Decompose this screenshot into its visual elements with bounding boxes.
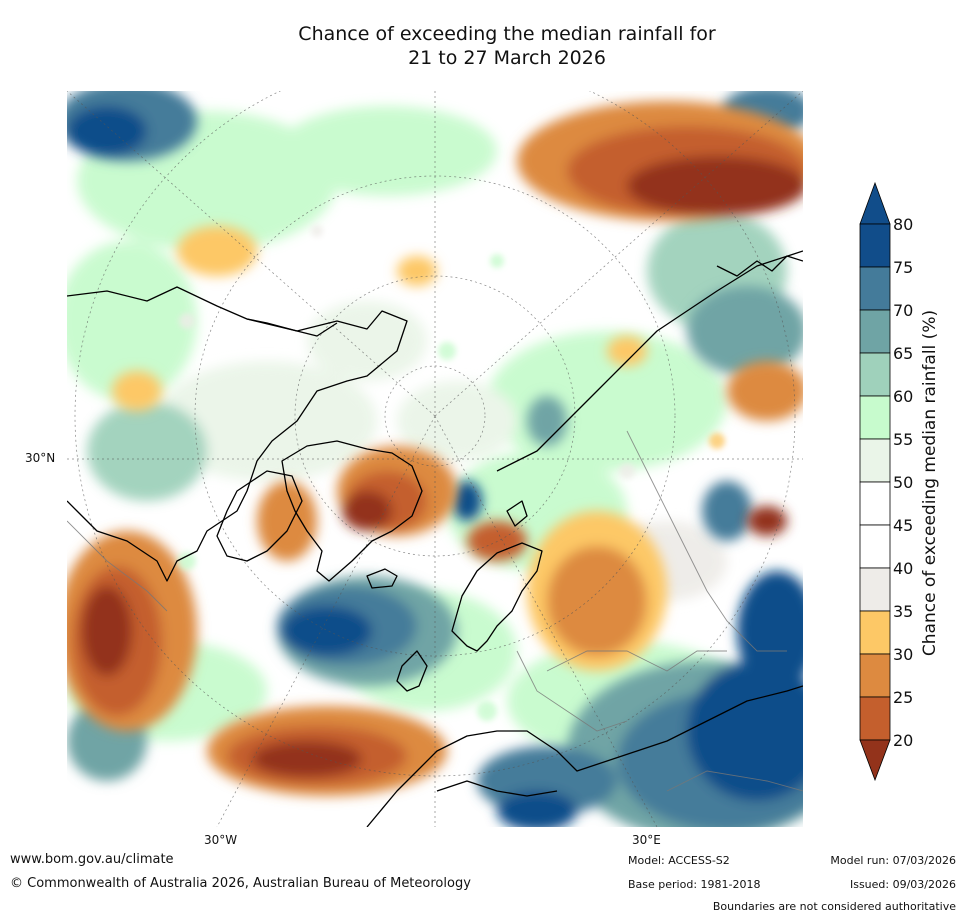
footer-issued: Issued: 09/03/2026 [849, 878, 956, 891]
colorbar-tick-65: 65 [893, 344, 913, 363]
coastline-alaska [246, 318, 338, 337]
map-title: Chance of exceeding the median rainfall … [0, 22, 965, 70]
colorbar-arrow-top [859, 181, 891, 225]
colorbar-tick-80: 80 [893, 215, 913, 234]
colorbar-segment-65-70 [859, 309, 891, 354]
rainfall-probability-map [67, 91, 803, 827]
lon-label-30e: 30°E [632, 833, 661, 847]
footer-copyright: © Commonwealth of Australia 2026, Austra… [10, 876, 471, 891]
map-title-line2: 21 to 27 March 2026 [408, 47, 606, 69]
footer-model-run: Model run: 07/03/2026 [830, 854, 956, 867]
coastline-greenland [281, 440, 423, 582]
map-title-line1: Chance of exceeding the median rainfall … [298, 23, 716, 45]
colorbar-tick-20: 20 [893, 731, 913, 750]
colorbar-segment-55-60 [859, 395, 891, 440]
colorbar-segment-60-65 [859, 352, 891, 397]
coastline-mediterranean [436, 780, 558, 797]
colorbar-tick-75: 75 [893, 258, 913, 277]
footer-base-period: Base period: 1981-2018 [628, 878, 761, 891]
graticule [67, 91, 803, 827]
colorbar-tick-60: 60 [893, 387, 913, 406]
coastlines [67, 250, 803, 827]
colorbar-legend: 80 75 70 65 60 55 50 45 40 35 30 25 20 [848, 180, 948, 790]
coastline-scandinavia [451, 542, 543, 652]
colorbar-tick-50: 50 [893, 473, 913, 492]
colorbar-segment-35-40 [859, 567, 891, 612]
footer-model: Model: ACCESS-S2 [628, 854, 730, 867]
lat-label-30n: 30°N [25, 451, 56, 465]
country-boundaries [67, 430, 803, 792]
colorbar-arrow-bottom [859, 739, 891, 782]
colorbar-segment-45-50 [859, 481, 891, 526]
colorbar-tick-55: 55 [893, 430, 913, 449]
coastline-arctic-russia [496, 250, 803, 472]
coastline-british-isles [396, 650, 428, 692]
colorbar-tick-30: 30 [893, 645, 913, 664]
coastline-iceland [366, 568, 398, 589]
colorbar-tick-70: 70 [893, 301, 913, 320]
colorbar-segment-50-55 [859, 438, 891, 483]
colorbar-tick-40: 40 [893, 559, 913, 578]
colorbar-tick-35: 35 [893, 602, 913, 621]
colorbar-segment-30-35 [859, 610, 891, 655]
colorbar-tick-25: 25 [893, 688, 913, 707]
colorbar-segment-20-25 [859, 696, 891, 741]
coastline-north-america [67, 286, 408, 582]
coastline-novaya-zemlya [506, 500, 528, 527]
colorbar-segment-25-30 [859, 653, 891, 698]
colorbar-segment-40-45 [859, 524, 891, 569]
lon-label-30w: 30°W [204, 833, 238, 847]
colorbar-segment-70-75 [859, 266, 891, 311]
colorbar-segment-75-80 [859, 223, 891, 268]
probability-field-speckle [178, 225, 725, 721]
coastline-kamchatka [716, 255, 803, 277]
colorbar-tick-45: 45 [893, 516, 913, 535]
coastline-europe-asia [366, 685, 803, 827]
footer-website: www.bom.gov.au/climate [10, 852, 174, 867]
footer-disclaimer: Boundaries are not considered authoritat… [712, 900, 956, 913]
colorbar-segments [859, 223, 891, 741]
colorbar-title-text: Chance of exceeding median rainfall (%) [920, 309, 940, 657]
